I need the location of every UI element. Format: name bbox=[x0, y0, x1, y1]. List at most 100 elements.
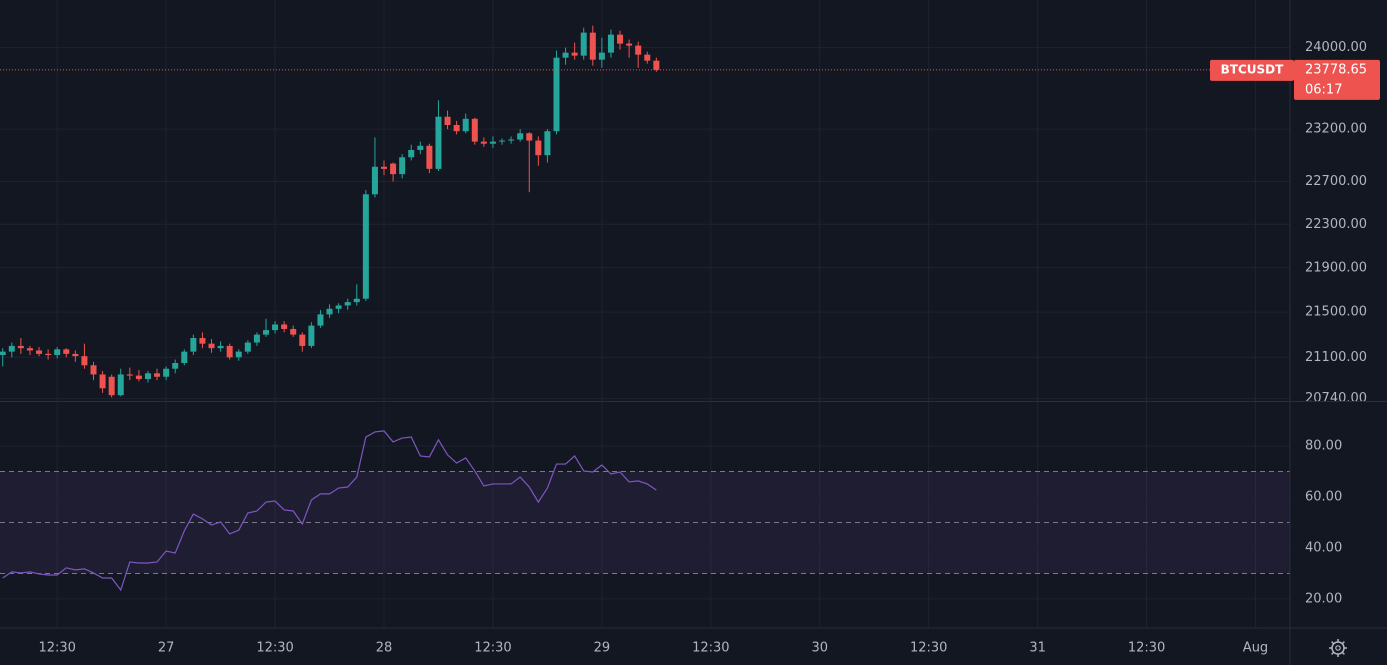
candle-body bbox=[90, 365, 97, 375]
candle-body bbox=[17, 345, 24, 349]
y-tick-label: 20.00 bbox=[1305, 591, 1342, 606]
y-tick-label: 60.00 bbox=[1305, 489, 1342, 504]
price-pane: 24000.00 23200.00 22700.00 22300.00 21900.00… bbox=[0, 0, 1367, 406]
candle-body bbox=[0, 351, 6, 356]
x-tick-label: 29 bbox=[594, 641, 611, 656]
candle-body bbox=[644, 54, 651, 61]
candle-body bbox=[417, 145, 424, 150]
candle-body bbox=[399, 157, 406, 175]
candle-body bbox=[408, 149, 415, 158]
candle-body bbox=[562, 52, 569, 58]
candle-body bbox=[390, 163, 397, 175]
rsi-line bbox=[2, 430, 657, 592]
candle-body bbox=[208, 343, 215, 349]
candle-body bbox=[453, 124, 460, 132]
candle-body bbox=[36, 350, 43, 354]
candle-body bbox=[444, 116, 451, 125]
candle-body bbox=[99, 374, 106, 389]
gear-center[interactable] bbox=[1335, 645, 1341, 651]
candle-body bbox=[535, 140, 542, 156]
candle-body bbox=[426, 145, 433, 169]
x-tick-label: 12:30 bbox=[38, 641, 75, 656]
candle-body bbox=[244, 342, 251, 352]
x-tick-label: 12:30 bbox=[692, 641, 729, 656]
candle-body bbox=[8, 345, 15, 352]
price-label-bg bbox=[1294, 59, 1380, 100]
y-tick-label: 24000.00 bbox=[1305, 40, 1367, 55]
candle-body bbox=[226, 345, 233, 358]
x-tick-label: 30 bbox=[811, 641, 828, 656]
candle-body bbox=[617, 34, 624, 44]
candle-body bbox=[172, 363, 179, 369]
candle-body bbox=[126, 374, 133, 376]
y-tick-label: 22300.00 bbox=[1305, 217, 1367, 232]
y-tick-label: 40.00 bbox=[1305, 540, 1342, 555]
candle-body bbox=[135, 375, 142, 380]
y-tick-label: 21500.00 bbox=[1305, 305, 1367, 320]
candle-body bbox=[553, 57, 560, 132]
candle-body bbox=[299, 334, 306, 346]
last-price-label: 23778.65 bbox=[1305, 62, 1367, 77]
symbol-label-bg bbox=[1210, 59, 1294, 81]
candle-body bbox=[580, 32, 587, 56]
candle-body bbox=[253, 334, 260, 343]
candle-body bbox=[653, 60, 660, 70]
candle-body bbox=[81, 356, 88, 366]
candle-body bbox=[308, 325, 315, 346]
symbol-label: BTCUSDT bbox=[1221, 62, 1284, 76]
candle-body bbox=[499, 140, 506, 142]
price-labels: BTCUSDT 23778.65 06:17 bbox=[1210, 59, 1380, 100]
x-tick-label: Aug bbox=[1243, 641, 1268, 656]
y-tick-label: 80.00 bbox=[1305, 438, 1342, 453]
gear-teeth[interactable] bbox=[1329, 639, 1347, 657]
candle-body bbox=[480, 141, 487, 144]
candle-body bbox=[262, 330, 269, 335]
y-tick-label: 21100.00 bbox=[1305, 350, 1367, 365]
candle-body bbox=[589, 32, 596, 60]
candle-body bbox=[571, 52, 578, 56]
x-tick-label: 12:30 bbox=[910, 641, 947, 656]
y-tick-label: 23200.00 bbox=[1305, 122, 1367, 137]
candle-body bbox=[353, 298, 360, 303]
candle-body bbox=[217, 345, 224, 349]
candle-body bbox=[344, 302, 351, 306]
candle-body bbox=[63, 349, 70, 354]
x-tick-label: 12:30 bbox=[1128, 641, 1165, 656]
candle-body bbox=[508, 139, 515, 141]
settings-icon[interactable] bbox=[1329, 639, 1347, 657]
candle-body bbox=[598, 52, 605, 60]
candle-body bbox=[335, 305, 342, 309]
candle-body bbox=[117, 374, 124, 396]
candle-body bbox=[489, 141, 496, 144]
candle-body bbox=[181, 351, 188, 364]
y-tick-label: 21900.00 bbox=[1305, 260, 1367, 275]
candle-body bbox=[381, 166, 388, 169]
candle-body bbox=[108, 376, 115, 396]
candle-body bbox=[362, 194, 369, 299]
rsi-background bbox=[0, 401, 1387, 628]
candle-body bbox=[471, 118, 478, 142]
candle-body bbox=[517, 133, 524, 140]
candle-body bbox=[190, 338, 197, 352]
candle-body bbox=[144, 373, 151, 380]
candle-body bbox=[290, 328, 297, 335]
candle-body bbox=[26, 348, 33, 351]
candle-body bbox=[326, 308, 333, 315]
candle-body bbox=[371, 166, 378, 195]
y-tick-label: 22700.00 bbox=[1305, 174, 1367, 189]
candle-body bbox=[635, 45, 642, 55]
candle-body bbox=[281, 324, 288, 329]
x-tick-label: 31 bbox=[1029, 641, 1046, 656]
rsi-pane: 80.00 60.00 40.00 20.00 bbox=[0, 401, 1387, 628]
candle-body bbox=[72, 353, 79, 357]
candle-body bbox=[607, 34, 614, 53]
candle-body bbox=[317, 314, 324, 326]
candle-body bbox=[54, 349, 61, 356]
x-tick-label: 12:30 bbox=[474, 641, 511, 656]
candle-body bbox=[626, 43, 633, 46]
candle-body bbox=[199, 338, 206, 344]
candle-body bbox=[154, 373, 161, 377]
candle-body bbox=[272, 324, 279, 331]
